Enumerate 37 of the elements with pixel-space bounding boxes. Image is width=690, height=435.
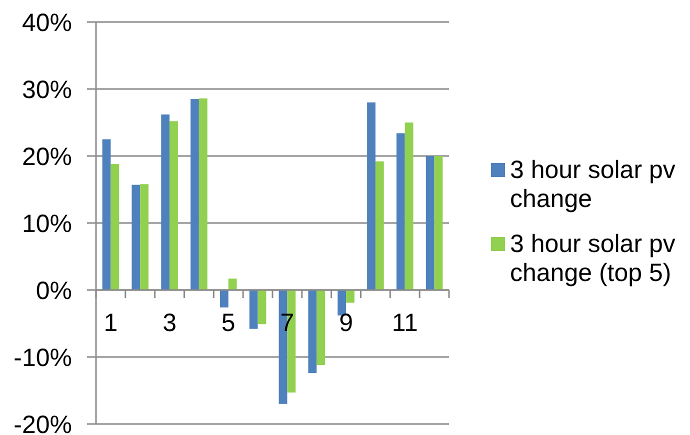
bar xyxy=(228,278,237,290)
bar xyxy=(110,164,120,290)
bar xyxy=(434,156,443,290)
y-tick-label: 20% xyxy=(22,142,72,171)
legend-label: 3 hour solar pv change xyxy=(510,156,676,213)
x-tick-label: 9 xyxy=(339,309,353,337)
bar xyxy=(198,98,208,290)
bar xyxy=(140,184,149,290)
y-tick-label: 40% xyxy=(22,8,72,37)
bar xyxy=(367,102,376,290)
y-tick-label: -20% xyxy=(14,410,72,435)
bar xyxy=(396,133,405,290)
bar xyxy=(308,290,317,374)
legend-label: 3 hour solar pv change (top 5) xyxy=(510,230,676,287)
bar xyxy=(161,114,170,290)
y-tick-label: 0% xyxy=(36,276,72,305)
y-tick-label: -10% xyxy=(14,344,72,372)
x-tick-label: 3 xyxy=(162,309,176,337)
bar xyxy=(190,99,199,290)
bar xyxy=(338,290,346,316)
bar xyxy=(316,290,326,366)
bar xyxy=(132,184,140,290)
y-tick-label: 30% xyxy=(22,76,72,104)
bar xyxy=(346,290,354,303)
x-tick-label: 5 xyxy=(221,309,236,337)
bar xyxy=(426,156,434,290)
x-tick-label: 7 xyxy=(280,309,294,337)
bar xyxy=(258,290,266,324)
bar xyxy=(220,290,228,308)
bar xyxy=(375,161,384,290)
bar xyxy=(249,290,258,329)
y-tick-label: 10% xyxy=(22,210,72,238)
x-tick-label: 11 xyxy=(392,309,418,337)
bar xyxy=(404,122,414,290)
bar xyxy=(170,121,178,290)
bar xyxy=(102,139,111,290)
x-tick-label: 1 xyxy=(104,309,118,337)
